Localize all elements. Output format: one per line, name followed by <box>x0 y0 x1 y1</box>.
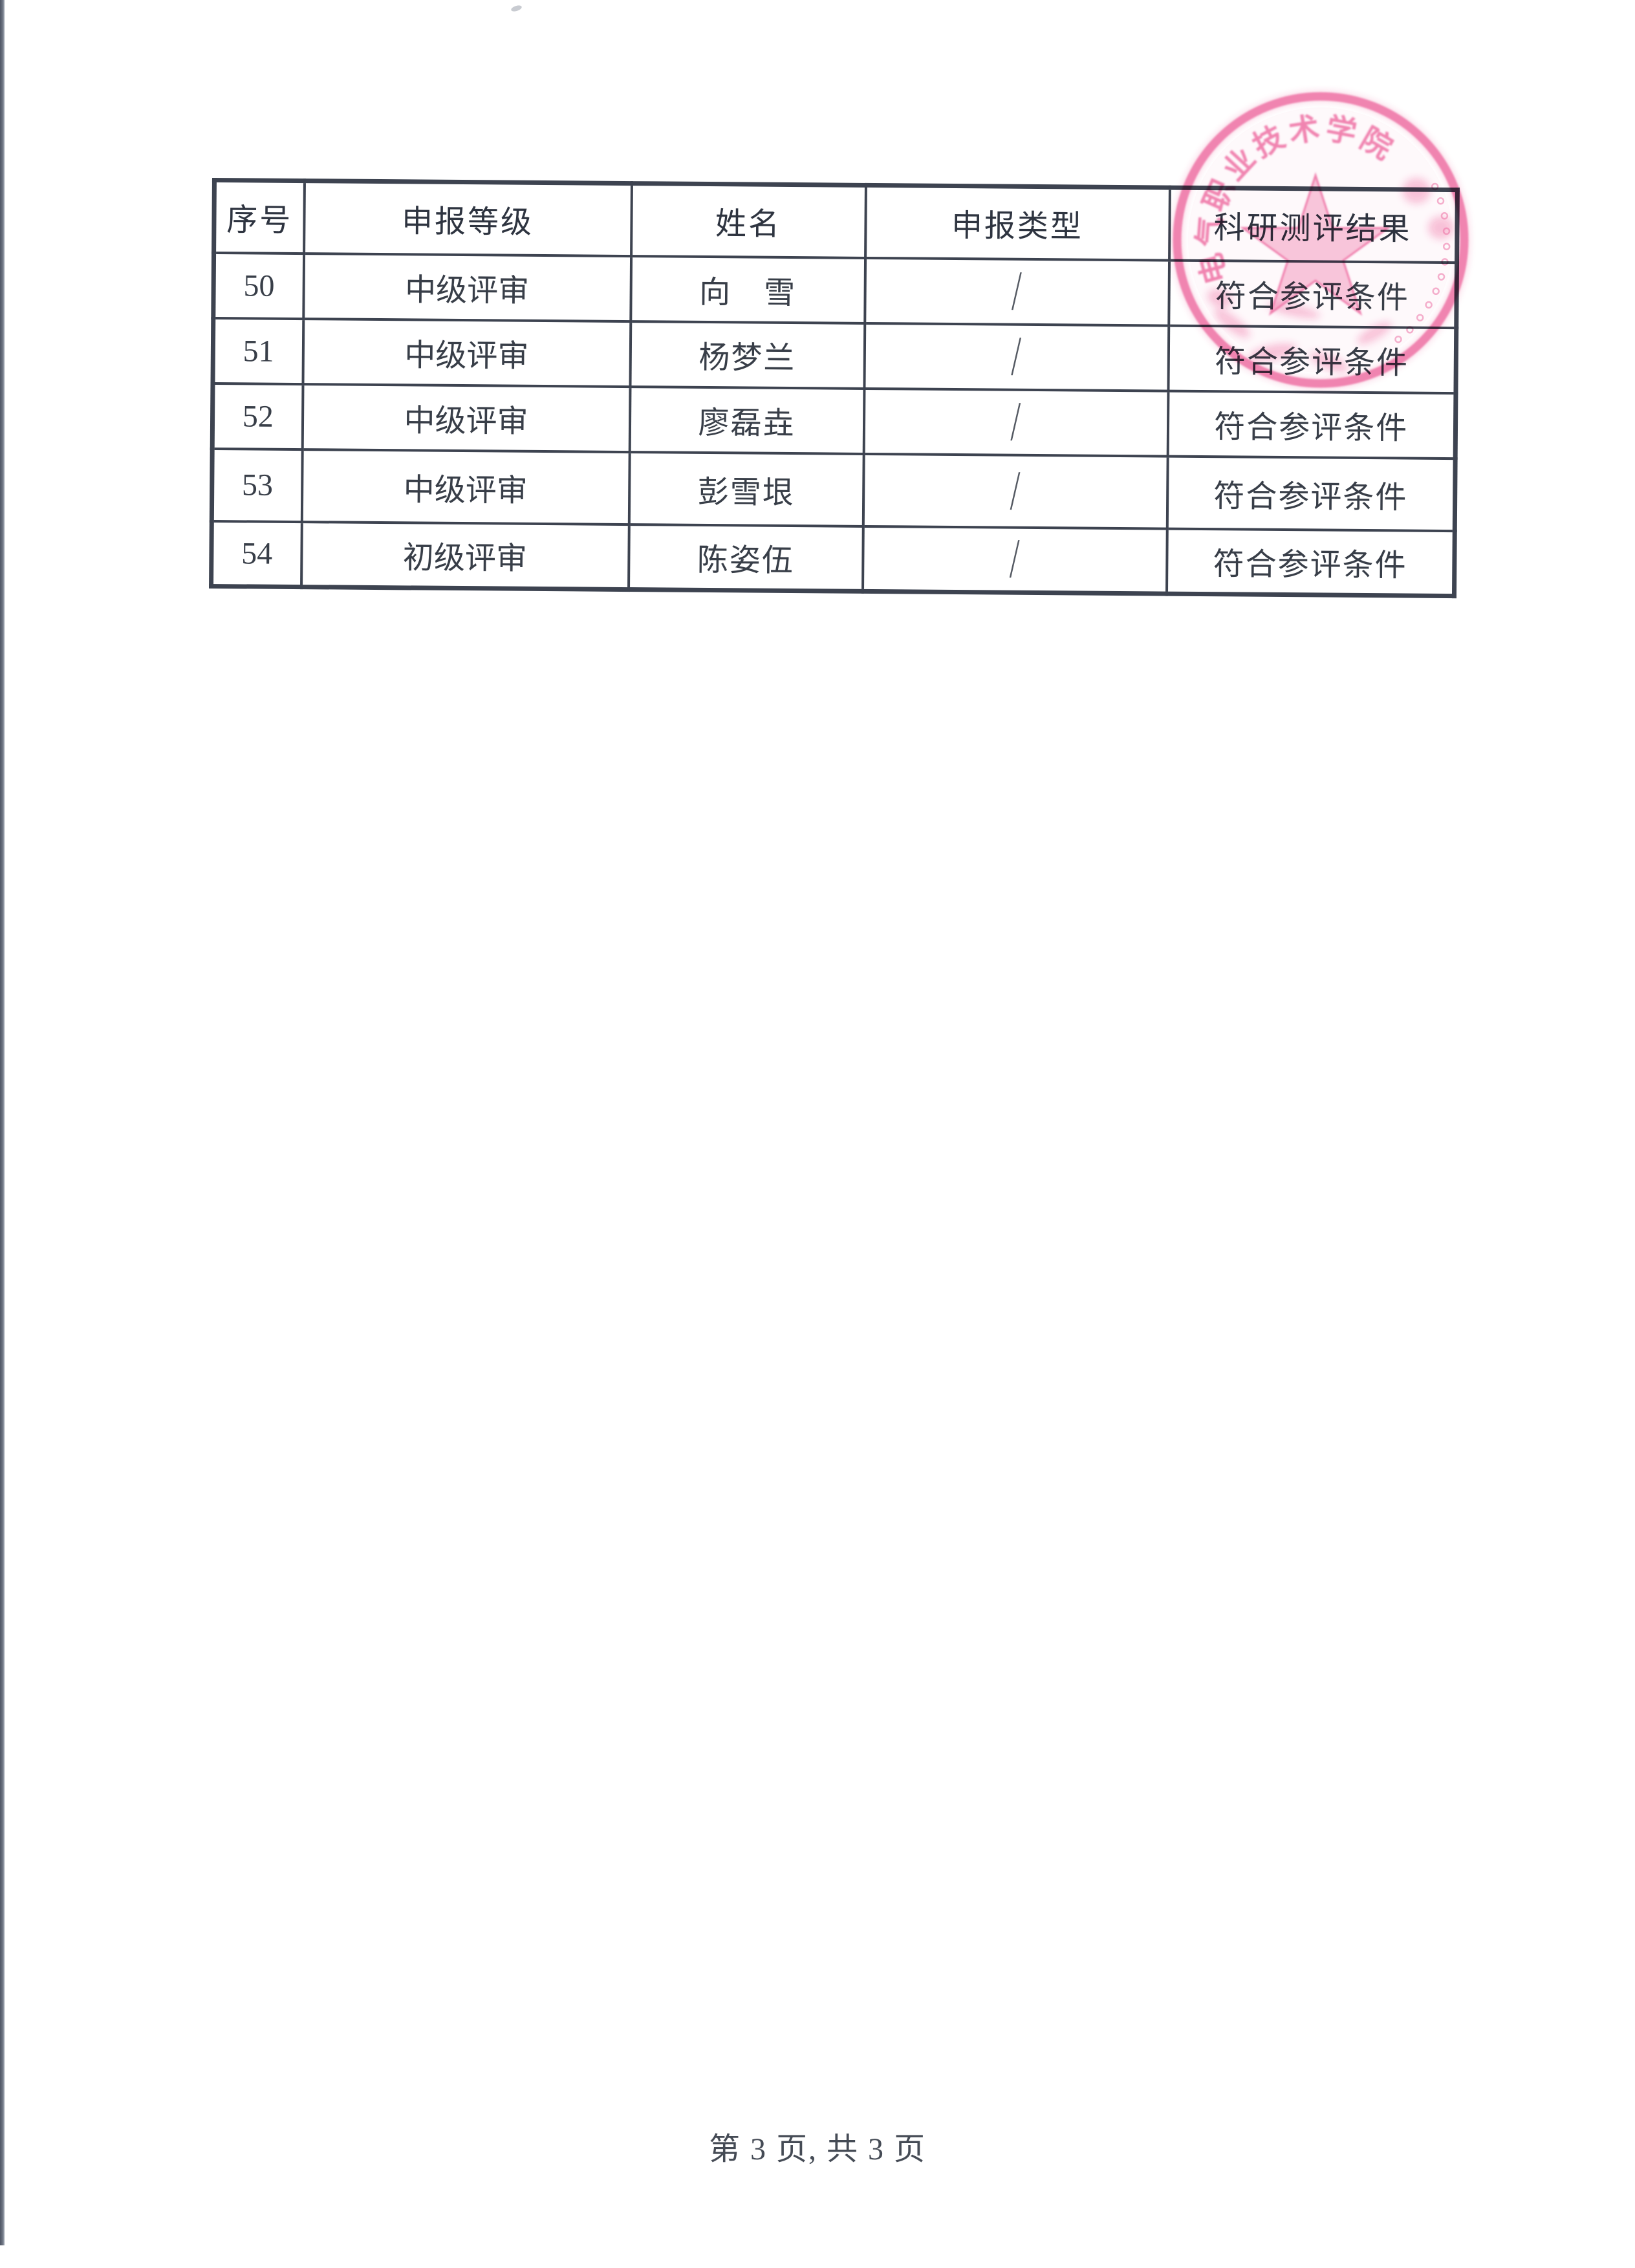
cell-type: / <box>863 323 1169 391</box>
cell-type: / <box>862 526 1167 594</box>
seal-arc-char: 技 <box>1248 120 1290 164</box>
cell-result: 符合参评条件 <box>1167 391 1456 459</box>
cell-serial: 51 <box>213 318 303 384</box>
seal-arc-char: 术 <box>1286 112 1321 149</box>
scan-speck-artifact <box>510 4 523 13</box>
slash-mark: / <box>1010 325 1022 389</box>
cell-name: 陈姿伍 <box>628 524 863 592</box>
cell-type: / <box>864 257 1169 326</box>
cell-name: 杨梦兰 <box>629 321 865 389</box>
table-row: 50 中级评审 向 雪 / 符合参评条件 <box>213 252 1457 328</box>
cell-level: 中级评审 <box>303 253 631 321</box>
slash-mark: / <box>1010 459 1021 523</box>
cell-result: 符合参评条件 <box>1167 325 1456 393</box>
table-row: 52 中级评审 廖磊垚 / 符合参评条件 <box>212 383 1456 459</box>
cell-result: 符合参评条件 <box>1167 456 1456 531</box>
header-cell-level: 申报等级 <box>303 180 632 256</box>
table-header-row: 序号 申报等级 姓名 申报类型 科研测评结果 <box>213 180 1458 263</box>
cell-serial: 52 <box>212 383 303 449</box>
cell-type: / <box>863 453 1168 529</box>
slash-mark: / <box>1009 527 1021 591</box>
cell-serial: 53 <box>211 448 303 522</box>
cell-level: 中级评审 <box>301 449 630 524</box>
cell-level: 中级评审 <box>302 383 630 452</box>
table-row: 51 中级评审 杨梦兰 / 符合参评条件 <box>213 318 1456 393</box>
cell-result: 符合参评条件 <box>1168 260 1457 328</box>
cell-serial: 50 <box>213 252 304 319</box>
cell-serial: 54 <box>211 521 302 587</box>
slash-mark: / <box>1011 259 1023 323</box>
table-row: 54 初级评审 陈姿伍 / 符合参评条件 <box>211 521 1455 596</box>
page-number-footer: 第 3 页, 共 3 页 <box>708 2132 926 2166</box>
cell-name: 廖磊垚 <box>629 386 864 454</box>
header-cell-serial: 序号 <box>213 180 305 254</box>
cell-name: 向 雪 <box>630 255 865 323</box>
seal-arc-char: 院 <box>1354 122 1398 167</box>
cell-name: 彭雪垠 <box>629 451 864 526</box>
review-results-table: 序号 申报等级 姓名 申报类型 科研测评结果 50 中级评审 向 雪 / 符合参… <box>209 178 1460 599</box>
cell-type: / <box>863 388 1168 457</box>
cell-level: 初级评审 <box>301 521 629 590</box>
header-cell-result: 科研测评结果 <box>1169 188 1458 263</box>
cell-result: 符合参评条件 <box>1166 528 1455 596</box>
cell-level: 中级评审 <box>303 318 631 387</box>
table-row: 53 中级评审 彭雪垠 / 符合参评条件 <box>211 448 1456 531</box>
seal-arc-char: 业 <box>1217 142 1262 188</box>
seal-arc-char: 学 <box>1323 112 1359 151</box>
header-cell-name: 姓名 <box>631 183 866 258</box>
scan-edge-artifact <box>0 0 5 2245</box>
slash-mark: / <box>1010 390 1022 454</box>
header-cell-type: 申报类型 <box>865 185 1170 261</box>
